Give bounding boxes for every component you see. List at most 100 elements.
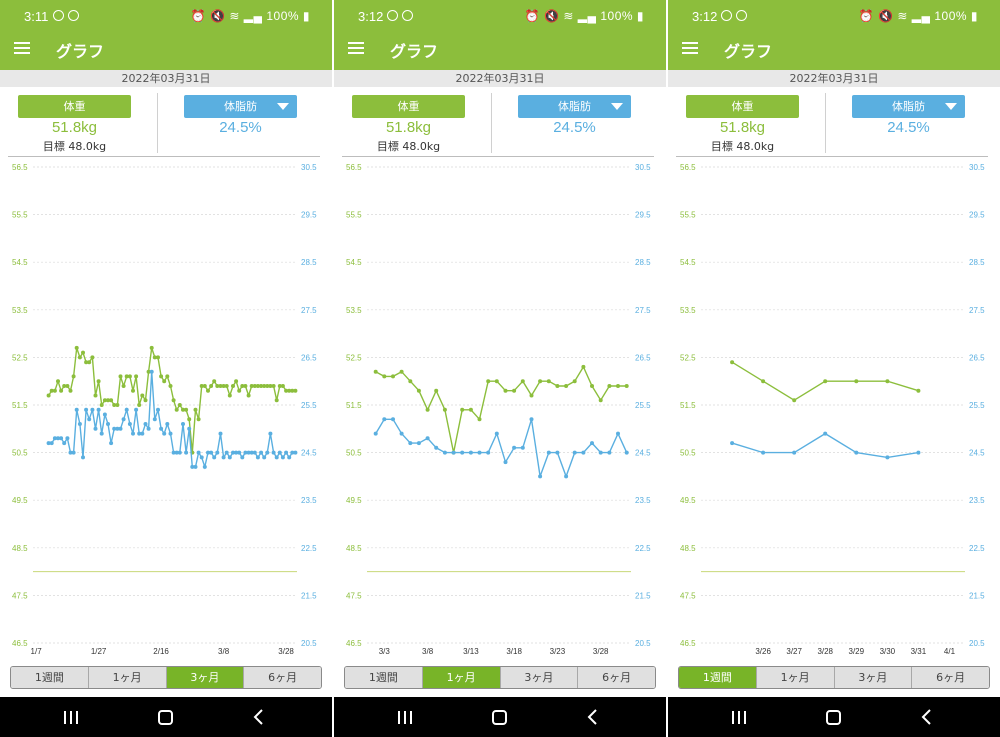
sync-icon <box>721 10 732 21</box>
weight-button[interactable]: 体重 <box>18 95 131 118</box>
phone-screen-3-months: 3:11 ⏰ 🔇 ≋ ▂▄ 100% ▮ グラフ 2022年03月31日 体重 … <box>0 0 332 737</box>
tab-1-month[interactable]: 1ヶ月 <box>756 667 835 688</box>
nav-home-icon[interactable] <box>492 710 507 725</box>
body-fat-data-point <box>761 450 766 455</box>
menu-icon[interactable] <box>14 42 30 54</box>
weight-data-point <box>121 384 126 388</box>
body-fat-data-point <box>209 450 214 455</box>
body-fat-data-point <box>174 450 179 455</box>
weight-data-point <box>84 360 89 365</box>
nav-back-icon[interactable] <box>250 708 268 726</box>
status-indicators: ⏰ 🔇 ≋ ▂▄ 100% ▮ <box>525 9 644 23</box>
nav-back-icon[interactable] <box>584 708 602 726</box>
weight-data-point <box>93 393 98 398</box>
y-right-tick-label: 23.5 <box>635 496 651 505</box>
body-fat-data-point <box>538 474 543 479</box>
body-fat-data-point <box>486 450 491 455</box>
weight-data-point <box>62 384 67 388</box>
weight-data-point <box>259 384 264 388</box>
body-fat-data-point <box>234 450 239 455</box>
body-fat-data-point <box>49 441 54 446</box>
header-divider <box>676 156 988 157</box>
nav-home-icon[interactable] <box>826 710 841 725</box>
value-divider <box>157 93 158 153</box>
body-fat-dropdown[interactable]: 体脂肪 <box>852 95 965 118</box>
y-right-tick-label: 29.5 <box>301 211 317 220</box>
body-fat-data-point <box>177 450 182 455</box>
body-fat-dropdown[interactable]: 体脂肪 <box>184 95 297 118</box>
weight-value: 51.8kg <box>51 119 98 136</box>
weight-data-point <box>74 345 79 350</box>
body-fat-data-point <box>252 450 257 455</box>
weight-data-point <box>99 403 104 407</box>
tab-3-months[interactable]: 3ヶ月 <box>166 667 245 688</box>
body-fat-data-point <box>171 450 176 455</box>
body-fat-dropdown[interactable]: 体脂肪 <box>518 95 631 118</box>
weight-data-point <box>538 379 543 384</box>
tab-1-week[interactable]: 1週間 <box>345 667 423 688</box>
nav-recent-icon[interactable] <box>398 711 412 724</box>
body-fat-data-point <box>520 445 525 450</box>
body-fat-data-point <box>62 441 67 446</box>
alarm-icon: ⏰ <box>524 9 541 23</box>
weight-data-point <box>177 403 182 407</box>
app-title: グラフ <box>724 42 773 61</box>
weight-data-point <box>792 398 797 403</box>
dropdown-arrow-icon <box>277 103 289 110</box>
weight-data-point <box>916 388 921 393</box>
body-fat-data-point <box>77 422 82 426</box>
sync-icon <box>736 10 747 21</box>
phone-screen-1-week: 3:12 ⏰ 🔇 ≋ ▂▄ 100% ▮ グラフ 2022年03月31日 体重 … <box>668 0 1000 737</box>
weight-data-point <box>529 393 534 398</box>
date-bar: 2022年03月31日 <box>334 70 666 87</box>
menu-icon[interactable] <box>682 42 698 54</box>
tab-1-month[interactable]: 1ヶ月 <box>422 667 501 688</box>
y-left-tick-label: 48.5 <box>680 544 696 553</box>
body-fat-data-point <box>137 431 142 436</box>
body-fat-data-point <box>854 450 859 455</box>
menu-icon[interactable] <box>348 42 364 54</box>
nav-home-icon[interactable] <box>158 710 173 725</box>
body-fat-data-point <box>90 407 95 412</box>
weight-data-point <box>271 384 276 388</box>
y-left-tick-label: 56.5 <box>12 163 28 172</box>
weight-data-point <box>761 379 766 384</box>
weight-button[interactable]: 体重 <box>686 95 799 118</box>
tab-6-months[interactable]: 6ヶ月 <box>244 667 321 688</box>
weight-data-point <box>212 379 217 384</box>
battery-percent: 100% <box>266 9 300 23</box>
tab-6-months[interactable]: 6ヶ月 <box>912 667 989 688</box>
x-tick-label: 1/27 <box>91 647 107 656</box>
body-fat-data-point <box>152 417 157 422</box>
body-fat-data-point <box>52 436 57 441</box>
weight-value: 51.8kg <box>385 119 432 136</box>
body-fat-data-point <box>512 445 517 450</box>
tab-1-month[interactable]: 1ヶ月 <box>88 667 167 688</box>
weight-data-point <box>49 388 54 393</box>
status-bar: 3:12 ⏰ 🔇 ≋ ▂▄ 100% ▮ <box>668 0 1000 32</box>
nav-recent-icon[interactable] <box>732 711 746 724</box>
sync-icon <box>387 10 398 21</box>
body-fat-data-point <box>271 450 276 455</box>
body-fat-data-point <box>115 426 120 431</box>
y-right-tick-label: 21.5 <box>301 591 317 600</box>
tab-3-months[interactable]: 3ヶ月 <box>500 667 579 688</box>
tab-1-week[interactable]: 1週間 <box>11 667 89 688</box>
dropdown-arrow-icon <box>945 103 957 110</box>
weight-button[interactable]: 体重 <box>352 95 465 118</box>
y-right-tick-label: 25.5 <box>301 401 317 410</box>
nav-recent-icon[interactable] <box>64 711 78 724</box>
tab-1-week[interactable]: 1週間 <box>679 667 757 688</box>
body-fat-data-point <box>96 407 101 412</box>
tab-6-months[interactable]: 6ヶ月 <box>578 667 655 688</box>
body-fat-data-point <box>442 450 447 455</box>
sync-icon <box>68 10 79 21</box>
y-left-tick-label: 52.5 <box>680 353 696 362</box>
y-left-tick-label: 47.5 <box>680 591 696 600</box>
weight-data-point <box>616 384 620 388</box>
body-fat-data-point <box>231 450 235 455</box>
nav-back-icon[interactable] <box>918 708 936 726</box>
tab-3-months[interactable]: 3ヶ月 <box>834 667 913 688</box>
y-left-tick-label: 55.5 <box>680 211 696 220</box>
body-fat-data-point <box>199 455 204 460</box>
